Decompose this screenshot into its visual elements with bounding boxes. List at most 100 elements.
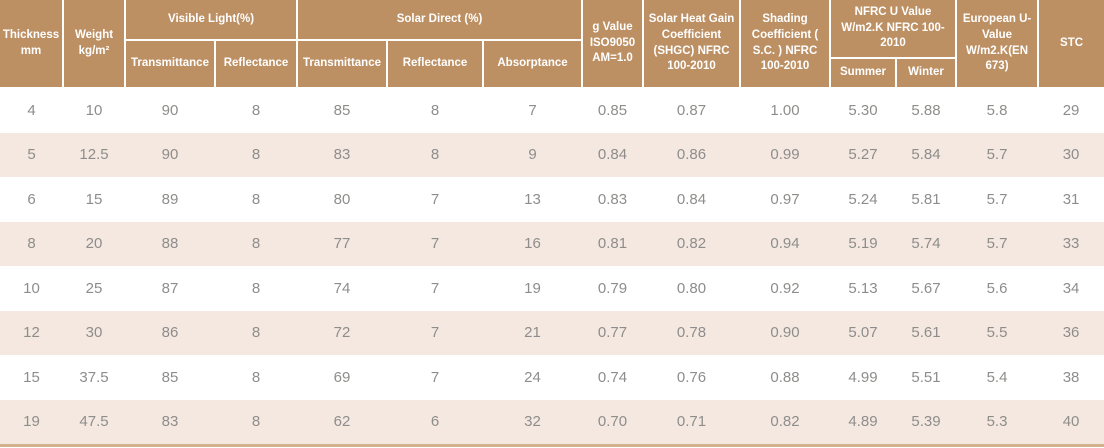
- table-cell: 0.92: [770, 279, 800, 297]
- table-cell: 5.5: [986, 324, 1008, 342]
- table-cell: 88: [161, 235, 179, 253]
- table-cell: 5.13: [848, 279, 878, 297]
- header-winter: Winter: [895, 57, 958, 89]
- table-row: 19 47.5 83 8 62 6 32 0.70 0.71 0.82 4.89 5.39 5.3 40: [0, 399, 1104, 444]
- table-cell: 10: [23, 279, 40, 297]
- table-cell: 7: [430, 324, 440, 342]
- table-cell: 0.82: [770, 413, 800, 431]
- table-cell: 90: [161, 146, 179, 164]
- table-cell: 5.19: [848, 235, 878, 253]
- table-cell: 0.87: [676, 102, 707, 120]
- table-row: 12 30 86 8 72 7 21 0.77 0.78 0.90 5.07 5.61 5.5 36: [0, 310, 1104, 355]
- table-cell: 0.77: [597, 324, 628, 342]
- table-cell: 36: [1062, 324, 1080, 342]
- table-cell: 87: [161, 279, 179, 297]
- table-cell: 8: [430, 102, 440, 120]
- table-cell: 72: [333, 324, 351, 342]
- table-cell: 77: [333, 235, 351, 253]
- table-body: 4 10 90 8 85 8 7 0.85 0.87 1.00 5.30 5.88 5.8 29 5 12.5…: [0, 88, 1104, 444]
- table-cell: 8: [27, 235, 36, 253]
- table-cell: 8: [251, 235, 261, 253]
- table-cell: 0.83: [597, 190, 628, 208]
- table-cell: 0.76: [676, 368, 707, 386]
- header-row-groups: Thickness mm Weight kg/m² Visible Light(…: [0, 0, 1104, 89]
- table-row: 5 12.5 90 8 83 8 9 0.84 0.86 0.99 5.27 5.84 5.7 30: [0, 132, 1104, 177]
- table-cell: 0.71: [676, 413, 707, 431]
- table-cell: 30: [1062, 146, 1080, 164]
- table-cell: 5.8: [986, 102, 1008, 120]
- table-cell: 20: [85, 235, 103, 253]
- table-cell: 33: [1062, 235, 1080, 253]
- table-cell: 0.84: [597, 146, 628, 164]
- table-cell: 86: [161, 324, 179, 342]
- table-row: 8 20 88 8 77 7 16 0.81 0.82 0.94 5.19 5.74 5.7 33: [0, 221, 1104, 266]
- header-g-value: g Value ISO9050 AM=1.0: [581, 0, 645, 89]
- table-cell: 10: [85, 102, 103, 120]
- table-cell: 5.74: [911, 235, 941, 253]
- table-cell: 37.5: [79, 368, 109, 386]
- header-row-sub: Transmittance Reflectance Transmittance …: [0, 39, 1104, 89]
- table-cell: 5.30: [848, 102, 878, 120]
- table-row: 4 10 90 8 85 8 7 0.85 0.87 1.00 5.30 5.88 5.8 29: [0, 88, 1104, 133]
- table-cell: 47.5: [79, 413, 109, 431]
- table-cell: 40: [1062, 413, 1080, 431]
- table-cell: 5.24: [848, 190, 878, 208]
- table-cell: 7: [528, 102, 537, 120]
- table-cell: 4: [27, 102, 36, 120]
- table-cell: 16: [524, 235, 541, 253]
- table-cell: 31: [1062, 190, 1080, 208]
- header-weight: Weight kg/m²: [62, 0, 126, 89]
- table-row: 10 25 87 8 74 7 19 0.79 0.80 0.92 5.13 5.67 5.6 34: [0, 266, 1104, 311]
- header-vl-transmittance: Transmittance: [124, 39, 216, 89]
- header-sd-transmittance: Transmittance: [296, 39, 389, 89]
- table-cell: 5.67: [911, 279, 941, 297]
- table-cell: 0.86: [676, 146, 707, 164]
- table-cell: 0.94: [770, 235, 800, 253]
- table-cell: 5.84: [911, 146, 941, 164]
- table-cell: 25: [85, 279, 103, 297]
- table-bottom-rule: [0, 444, 1104, 447]
- header-nfrc-u-value-group: NFRC U Value W/m2.K NFRC 100-2010: [829, 0, 958, 59]
- table-cell: 5.51: [911, 368, 941, 386]
- table-cell: 7: [430, 368, 440, 386]
- header-shgc: Solar Heat Gain Coefficient (SHGC) NFRC …: [642, 0, 742, 89]
- table-cell: 0.80: [676, 279, 707, 297]
- table-cell: 8: [251, 102, 261, 120]
- table-cell: 5.4: [986, 368, 1008, 386]
- table-row: 15 37.5 85 8 69 7 24 0.74 0.76 0.88 4.99 5.51 5.4 38: [0, 355, 1104, 400]
- table-cell: 8: [251, 368, 261, 386]
- table-cell: 7: [430, 279, 440, 297]
- table-cell: 0.74: [597, 368, 628, 386]
- table-cell: 30: [85, 324, 103, 342]
- table-cell: 19: [524, 279, 541, 297]
- table-cell: 15: [23, 368, 40, 386]
- table-cell: 6: [430, 413, 440, 431]
- table-cell: 5.61: [911, 324, 941, 342]
- table-cell: 0.70: [597, 413, 628, 431]
- header-thickness: Thickness mm: [0, 0, 64, 89]
- table-cell: 34: [1062, 279, 1080, 297]
- table-cell: 8: [251, 324, 261, 342]
- header-sd-absorptance: Absorptance: [482, 39, 584, 89]
- table-cell: 6: [27, 190, 36, 208]
- table-cell: 38: [1062, 368, 1080, 386]
- table-cell: 1.00: [770, 102, 800, 120]
- table-cell: 19: [23, 413, 40, 431]
- table-cell: 80: [333, 190, 351, 208]
- table-cell: 0.97: [770, 190, 800, 208]
- table-cell: 62: [333, 413, 351, 431]
- table-cell: 12.5: [79, 146, 109, 164]
- table-cell: 5.7: [986, 235, 1008, 253]
- table-cell: 7: [430, 235, 440, 253]
- table-cell: 8: [251, 190, 261, 208]
- table-cell: 9: [528, 146, 537, 164]
- table-cell: 5.88: [911, 102, 941, 120]
- table-cell: 0.78: [676, 324, 707, 342]
- table-cell: 8: [251, 413, 261, 431]
- table-cell: 0.99: [770, 146, 800, 164]
- header-european-u-value: European U-Value W/m2.K(EN 673): [955, 0, 1040, 89]
- table-cell: 69: [333, 368, 351, 386]
- table-cell: 0.81: [597, 235, 628, 253]
- table-cell: 90: [161, 102, 179, 120]
